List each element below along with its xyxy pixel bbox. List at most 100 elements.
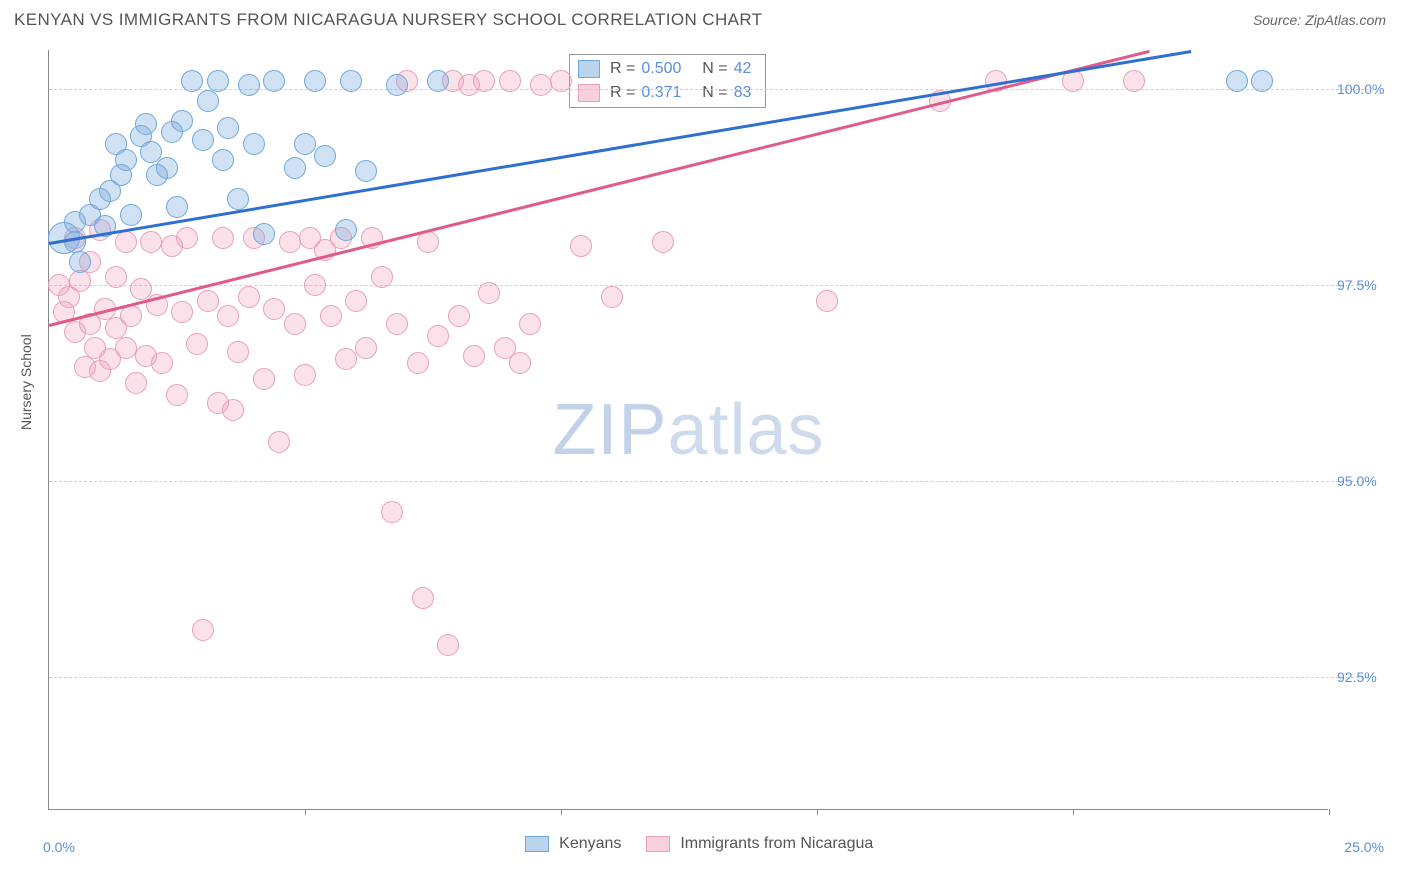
chart-source: Source: ZipAtlas.com [1253, 12, 1386, 28]
data-point [355, 337, 377, 359]
data-point [69, 251, 91, 273]
data-point [207, 70, 229, 92]
legend-swatch-blue-icon [525, 836, 549, 852]
stats-row-nicaragua: R = 0.371 N = 83 [578, 81, 751, 105]
data-point [412, 587, 434, 609]
data-point [304, 70, 326, 92]
data-point [227, 341, 249, 363]
legend-swatch-pink-icon [646, 836, 670, 852]
data-point [125, 372, 147, 394]
data-point [253, 223, 275, 245]
stat-n-label: N = [702, 81, 727, 105]
data-point [115, 149, 137, 171]
data-point [212, 149, 234, 171]
data-point [238, 286, 260, 308]
stat-r-label: R = [610, 81, 635, 105]
data-point [243, 133, 265, 155]
stats-box: R = 0.500 N = 42 R = 0.371 N = 83 [569, 54, 766, 108]
data-point [530, 74, 552, 96]
legend-label-a: Kenyans [559, 835, 621, 852]
data-point [519, 313, 541, 335]
swatch-blue-icon [578, 60, 600, 78]
data-point [238, 74, 260, 96]
data-point [279, 231, 301, 253]
data-point [1226, 70, 1248, 92]
data-point [166, 196, 188, 218]
data-point [652, 231, 674, 253]
data-point [197, 90, 219, 112]
data-point [407, 352, 429, 374]
stat-n-value: 42 [734, 57, 752, 81]
data-point [386, 313, 408, 335]
data-point [509, 352, 531, 374]
data-point [473, 70, 495, 92]
data-point [181, 70, 203, 92]
stat-n-value: 83 [734, 81, 752, 105]
data-point [120, 204, 142, 226]
data-point [120, 305, 142, 327]
xtick-end: 25.0% [1344, 839, 1384, 855]
data-point [186, 333, 208, 355]
data-point [437, 634, 459, 656]
data-point [294, 364, 316, 386]
data-point [212, 227, 234, 249]
data-point [371, 266, 393, 288]
xtick [305, 809, 306, 815]
swatch-pink-icon [578, 84, 600, 102]
data-point [217, 117, 239, 139]
ytick-label: 95.0% [1337, 473, 1377, 489]
data-point [156, 157, 178, 179]
data-point [171, 110, 193, 132]
data-point [227, 188, 249, 210]
data-point [166, 384, 188, 406]
stat-n-label: N = [702, 57, 727, 81]
data-point [335, 219, 357, 241]
data-point [115, 231, 137, 253]
data-point [427, 70, 449, 92]
ytick-label: 92.5% [1337, 669, 1377, 685]
chart-header: KENYAN VS IMMIGRANTS FROM NICARAGUA NURS… [0, 0, 1406, 36]
data-point [171, 301, 193, 323]
data-point [105, 266, 127, 288]
xtick [1329, 809, 1330, 815]
data-point [115, 337, 137, 359]
legend-label-b: Immigrants from Nicaragua [680, 835, 873, 852]
stat-r-value: 0.500 [641, 57, 681, 81]
scatter-chart: ZIPatlas R = 0.500 N = 42 R = 0.371 N = … [48, 50, 1328, 810]
xtick [561, 809, 562, 815]
data-point [284, 313, 306, 335]
data-point [176, 227, 198, 249]
xtick-start: 0.0% [43, 839, 75, 855]
data-point [151, 352, 173, 374]
y-axis-label: Nursery School [18, 334, 34, 430]
data-point [69, 270, 91, 292]
data-point [314, 145, 336, 167]
data-point [192, 129, 214, 151]
data-point [284, 157, 306, 179]
stats-row-kenyans: R = 0.500 N = 42 [578, 57, 751, 81]
ytick-label: 100.0% [1337, 81, 1384, 97]
data-point [1123, 70, 1145, 92]
data-point [570, 235, 592, 257]
data-point [355, 160, 377, 182]
data-point [463, 345, 485, 367]
data-point [340, 70, 362, 92]
data-point [320, 305, 342, 327]
data-point [448, 305, 470, 327]
data-point [601, 286, 623, 308]
data-point [345, 290, 367, 312]
data-point [304, 274, 326, 296]
data-point [140, 231, 162, 253]
legend: Kenyans Immigrants from Nicaragua [49, 835, 1329, 853]
data-point [427, 325, 449, 347]
data-point [268, 431, 290, 453]
data-point [263, 70, 285, 92]
data-point [499, 70, 521, 92]
data-point [135, 113, 157, 135]
data-point [64, 231, 86, 253]
data-point [417, 231, 439, 253]
data-point [335, 348, 357, 370]
stat-r-value: 0.371 [641, 81, 681, 105]
gridline [49, 481, 1369, 482]
watermark: ZIPatlas [552, 389, 824, 471]
